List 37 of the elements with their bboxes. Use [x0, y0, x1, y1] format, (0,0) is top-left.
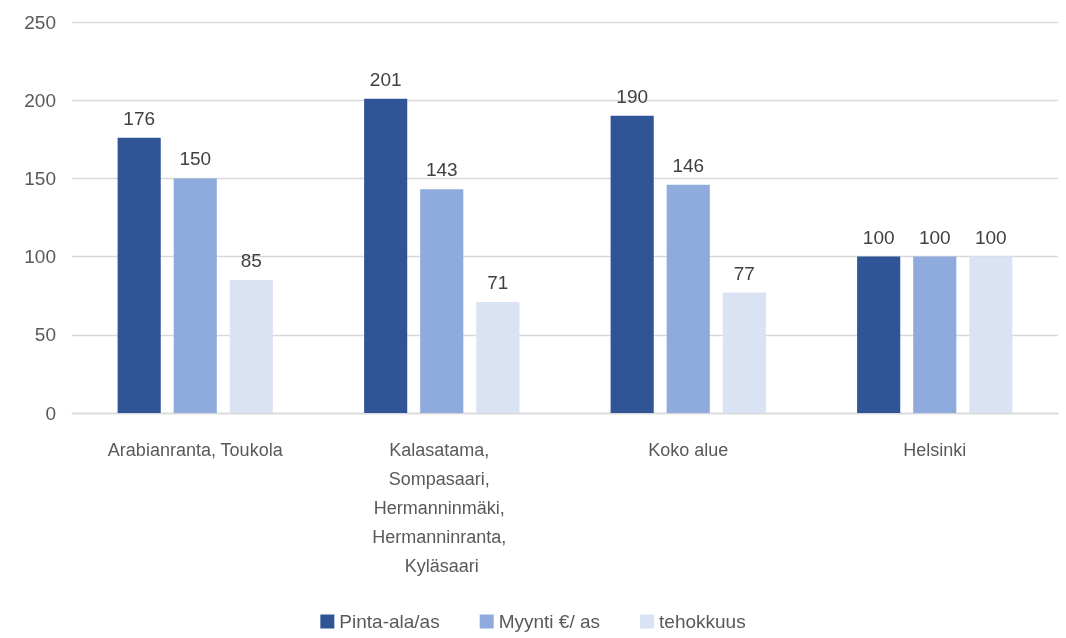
legend-label: Pinta-ala/as: [339, 611, 440, 632]
bar: [969, 256, 1013, 413]
bar: [666, 184, 710, 413]
data-label: 146: [672, 154, 705, 176]
bar: [857, 256, 901, 413]
x-tick-label: Helsinki: [903, 439, 967, 460]
bar: [229, 280, 273, 413]
legend-label: Myynti €/ as: [498, 611, 601, 632]
x-tick-label: Koko alue: [648, 439, 729, 460]
data-label: 85: [240, 250, 262, 272]
y-tick-label: 250: [24, 11, 56, 33]
bar: [173, 178, 217, 413]
data-label: 71: [487, 271, 509, 293]
data-label: 77: [733, 262, 755, 284]
data-label: 190: [616, 85, 649, 107]
bar: [913, 256, 957, 413]
data-label: 100: [862, 226, 895, 248]
data-label: 176: [123, 107, 156, 129]
bar: [476, 301, 520, 413]
y-tick-label: 100: [24, 246, 56, 268]
x-tick-label: Arabianranta, Toukola: [107, 439, 284, 460]
bar: [364, 98, 408, 413]
data-label: 100: [974, 226, 1007, 248]
legend-label: tehokkuus: [659, 611, 746, 632]
bar: [722, 292, 766, 413]
y-tick-label: 200: [24, 89, 56, 111]
data-label: 201: [369, 68, 402, 90]
data-label: 143: [425, 159, 458, 181]
x-tick-label: Kalasatama, Sompasaari, Hermanninmäki, Hermanninranta, Kyläsaari: [372, 439, 512, 576]
y-tick-label: 0: [45, 402, 56, 424]
y-tick-label: 150: [24, 167, 56, 189]
data-label: 100: [918, 226, 951, 248]
bar: [117, 137, 161, 413]
bar: [610, 115, 654, 413]
y-tick-label: 50: [34, 324, 56, 346]
data-label: 150: [179, 148, 212, 170]
bar: [420, 189, 464, 413]
